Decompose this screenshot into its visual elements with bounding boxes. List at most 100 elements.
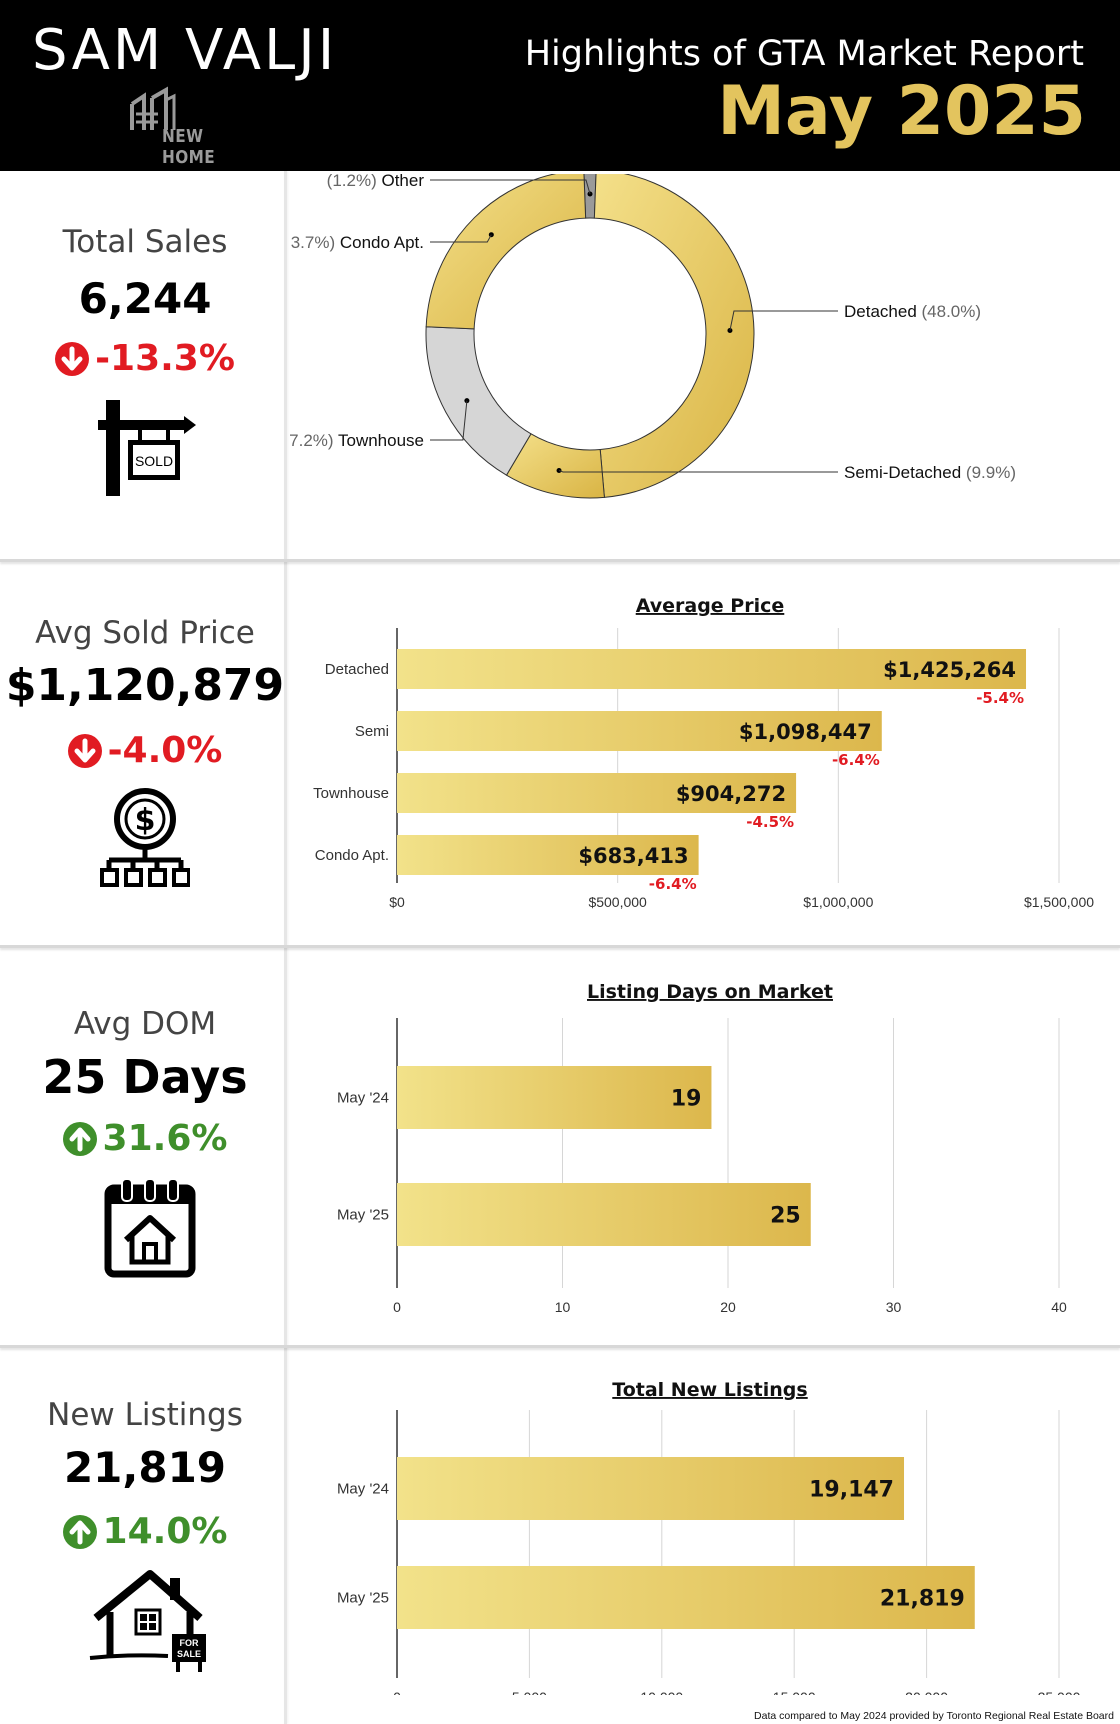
value-label: $904,272	[676, 782, 786, 806]
data-source-footnote: Data compared to May 2024 provided by To…	[754, 1710, 1114, 1722]
days-on-market-bar-chart: Listing Days on Market 0 10 20 30 40 May '24 19…	[337, 981, 1067, 1315]
change-label: -6.4%	[832, 751, 880, 769]
donut-slice-condo-apt-	[425, 174, 587, 330]
row-divider	[0, 945, 1120, 948]
total-sales-label: Total Sales	[62, 224, 228, 260]
x-tick-label: 0	[393, 1299, 401, 1315]
for-sale-text-2: SALE	[177, 1649, 201, 1659]
chart-title: Total New Listings	[612, 1379, 807, 1401]
bar-2	[397, 773, 797, 813]
x-tick-label: 25,000	[1038, 1689, 1081, 1695]
x-tick-label: $1,500,000	[1024, 894, 1094, 910]
avg-price-change-text: -4.0%	[107, 730, 223, 771]
category-label: May '24	[337, 1481, 389, 1498]
bar-1	[397, 1183, 811, 1246]
leader-dot	[464, 398, 470, 404]
row-divider	[0, 559, 1120, 562]
donut-slice-townhouse	[425, 326, 532, 476]
x-tick-label: 40	[1051, 1299, 1067, 1315]
total-sales-value: 6,244	[78, 274, 212, 323]
svg-text:$: $	[135, 803, 156, 838]
value-label: 19,147	[809, 1478, 894, 1503]
leader-line	[430, 179, 591, 195]
donut-label-townhouse: (17.2%) Townhouse	[290, 431, 424, 450]
property-type-donut-chart: (1.2%) Other (23.7%) Condo Apt. Detached (…	[290, 174, 1016, 499]
category-label: May '24	[337, 1090, 389, 1107]
bar-0	[397, 649, 1027, 689]
new-listings-label: New Listings	[47, 1397, 243, 1433]
arrow-up-icon	[62, 1121, 97, 1156]
bar-0	[397, 1066, 712, 1129]
total-sales-change: -13.3%	[0, 338, 290, 379]
bar-0	[397, 1457, 905, 1520]
report-date: May 2025	[717, 72, 1086, 151]
change-label: -5.4%	[976, 689, 1024, 707]
logo-text: NEW HOME	[162, 126, 216, 168]
arrow-down-icon	[55, 341, 90, 376]
change-label: -4.5%	[746, 813, 794, 831]
avg-dom-change: 31.6%	[0, 1118, 290, 1159]
value-label: 21,819	[880, 1587, 965, 1612]
value-label: $683,413	[578, 844, 688, 868]
total-sales-change-text: -13.3%	[95, 338, 235, 379]
avg-dom-label: Avg DOM	[73, 1006, 217, 1042]
sold-sign-icon: SOLD	[98, 400, 196, 496]
arrow-up-icon	[62, 1514, 97, 1549]
new-listings-bar-chart: Total New Listings 0 5,000 10,000 15,000 20,0…	[337, 1379, 1081, 1695]
bar-1	[397, 711, 882, 751]
value-label: 19	[671, 1087, 702, 1112]
new-home-logo: NEW HOME	[130, 84, 270, 168]
bar-1	[397, 1566, 975, 1629]
sold-sign-text: SOLD	[135, 453, 173, 469]
avg-dom-change-text: 31.6%	[102, 1118, 228, 1159]
calendar-house-icon	[104, 1178, 196, 1278]
header-banner: SAM VALJI NEW HOME Highlights of GTA Mar…	[0, 0, 1120, 171]
chart-title: Average Price	[636, 595, 785, 617]
x-tick-label: 10,000	[640, 1689, 683, 1695]
new-listings-change-text: 14.0%	[102, 1511, 228, 1552]
house-for-sale-icon: FOR SALE	[89, 1570, 206, 1672]
x-tick-label: $500,000	[588, 894, 647, 910]
value-label: 25	[770, 1204, 801, 1229]
donut-label-other: (1.2%) Other	[327, 174, 425, 190]
agent-name: SAM VALJI	[32, 18, 338, 83]
x-tick-label: 5,000	[512, 1689, 547, 1695]
category-label: Semi	[355, 723, 389, 740]
change-label: -6.4%	[649, 875, 697, 893]
leader-line	[430, 234, 492, 243]
avg-price-change: -4.0%	[0, 730, 290, 771]
donut-slice-detached	[593, 174, 755, 498]
avg-price-value: $1,120,879	[5, 660, 285, 711]
donut-label-detached: Detached (48.0%)	[844, 302, 981, 321]
x-tick-label: 20	[720, 1299, 736, 1315]
value-label: $1,098,447	[739, 720, 872, 744]
x-tick-label: 0	[393, 1689, 401, 1695]
donut-label-condo-apt-: (23.7%) Condo Apt.	[290, 233, 424, 252]
leader-line	[558, 470, 838, 473]
donut-label-semi-detached: Semi-Detached (9.9%)	[844, 463, 1016, 482]
x-tick-label: $1,000,000	[803, 894, 873, 910]
x-tick-label: 15,000	[773, 1689, 816, 1695]
x-tick-label: 20,000	[905, 1689, 948, 1695]
new-listings-value: 21,819	[63, 1443, 227, 1492]
report-title: Highlights of GTA Market Report	[524, 34, 1084, 74]
category-label: Townhouse	[313, 785, 389, 802]
leader-line	[729, 310, 838, 331]
average-price-bar-chart: Average Price $0 $500,000 $1,000,000 $1,500,…	[313, 595, 1094, 910]
for-sale-text-1: FOR	[180, 1638, 199, 1648]
category-label: Detached	[325, 661, 389, 678]
category-label: May '25	[337, 1207, 389, 1224]
leader-line	[430, 400, 468, 441]
x-tick-label: $0	[389, 894, 405, 910]
arrow-down-icon	[67, 733, 102, 768]
x-tick-label: 30	[886, 1299, 902, 1315]
category-label: May '25	[337, 1590, 389, 1607]
dollar-network-icon: $	[100, 788, 190, 887]
row-divider	[0, 1345, 1120, 1348]
category-label: Condo Apt.	[315, 847, 389, 864]
logo-building-icon	[130, 86, 176, 130]
bar-3	[397, 835, 699, 875]
x-tick-label: 10	[555, 1299, 571, 1315]
avg-dom-value: 25 Days	[42, 1050, 248, 1104]
new-listings-change: 14.0%	[0, 1511, 290, 1552]
